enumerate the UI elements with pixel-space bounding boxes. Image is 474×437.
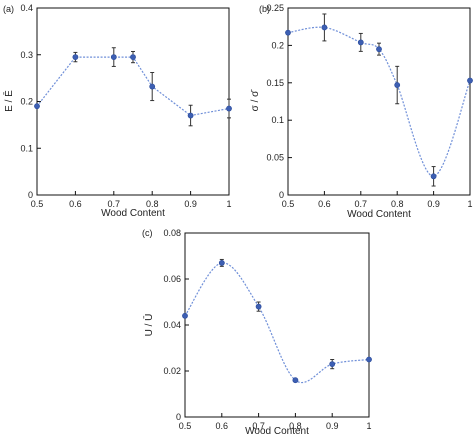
data-point <box>187 112 194 119</box>
y-axis-label: U / Ū <box>143 314 155 337</box>
y-tick-label: 0.1 <box>20 143 33 153</box>
x-tick-label: 0.8 <box>146 199 159 209</box>
series-line <box>36 56 230 117</box>
data-point <box>292 377 299 384</box>
data-point <box>130 54 136 60</box>
y-axis-label: E / Ē <box>3 90 15 112</box>
data-point <box>149 83 156 90</box>
plot-frame <box>287 7 471 196</box>
data-point <box>285 29 291 36</box>
chart-panel-3: (c) 0.5 0.6 0.7 0.8 0.9 1 0 0.02 0.04 0.06 0.08 Wood… <box>142 228 372 437</box>
data-point <box>34 103 40 110</box>
data-point <box>182 312 188 319</box>
data-point <box>226 105 232 112</box>
x-tick-label: 1 <box>226 199 231 209</box>
x-tick-label: 0.6 <box>318 199 331 209</box>
x-axis-label: Wood Content <box>245 426 309 437</box>
data-point <box>218 259 225 266</box>
y-tick-label: 0.06 <box>163 274 181 284</box>
y-tick-label: 0.15 <box>266 78 284 88</box>
chart-panel-1: (a) 0.5 0.6 0.7 0.8 0.9 1 0 0.1 0.2 0.3 0.4 Wood Con… <box>3 3 232 219</box>
y-tick-label: 0.4 <box>20 3 33 13</box>
x-tick-label: 0.5 <box>179 421 192 431</box>
y-tick-label: 0.02 <box>163 366 181 376</box>
x-tick-label: 0.5 <box>31 199 44 209</box>
data-point <box>366 356 372 363</box>
x-tick-label: 0.7 <box>252 421 265 431</box>
x-tick-label: 0.9 <box>427 199 440 209</box>
y-tick-label: 0.25 <box>266 3 284 13</box>
x-axis-label: Wood Content <box>101 208 165 219</box>
y-tick-label: 0.1 <box>271 115 284 125</box>
data-point <box>357 39 364 46</box>
x-tick-label: 1 <box>366 421 371 431</box>
x-tick-label: 0.9 <box>184 199 197 209</box>
y-tick-label: 0.2 <box>271 40 284 50</box>
plot-frame <box>184 232 370 418</box>
y-tick-label: 0 <box>279 190 284 200</box>
data-point <box>467 77 473 84</box>
x-tick-label: 0.5 <box>282 199 295 209</box>
data-point <box>110 54 117 60</box>
x-tick-label: 1 <box>467 199 472 209</box>
y-tick-label: 0.3 <box>20 50 33 60</box>
x-tick-label: 0.7 <box>108 199 121 209</box>
data-point <box>376 46 382 53</box>
x-tick-label: 0.9 <box>326 421 339 431</box>
series-line <box>184 262 370 384</box>
y-tick-label: 0.2 <box>20 97 33 107</box>
y-tick-label: 0 <box>176 412 181 422</box>
x-axis-label: Wood Content <box>347 209 411 220</box>
data-point <box>430 173 437 180</box>
y-axis-label: σ / σ̄ <box>250 89 261 112</box>
y-tick-label: 0.05 <box>266 153 284 163</box>
data-point <box>394 82 401 88</box>
panel-label: (c) <box>142 228 153 238</box>
x-tick-label: 0.6 <box>69 199 82 209</box>
data-point <box>72 54 79 60</box>
x-tick-label: 0.8 <box>289 421 302 431</box>
plot-frame <box>36 7 230 196</box>
y-tick-label: 0.04 <box>163 320 181 330</box>
data-point <box>255 303 262 310</box>
x-tick-label: 0.7 <box>355 199 368 209</box>
y-tick-label: 0 <box>28 190 33 200</box>
panel-label: (b) <box>259 4 270 14</box>
data-point <box>321 24 328 31</box>
chart-panel-2: (b) 0.5 0.6 0.7 0.8 0.9 1 0 0.05 0.1 0.15 0.2 0.25 Wo… <box>250 3 473 220</box>
x-tick-label: 0.6 <box>216 421 229 431</box>
panel-label: (a) <box>3 4 14 14</box>
x-tick-label: 0.8 <box>391 199 404 209</box>
data-point <box>329 361 336 367</box>
y-tick-label: 0.08 <box>163 228 181 238</box>
